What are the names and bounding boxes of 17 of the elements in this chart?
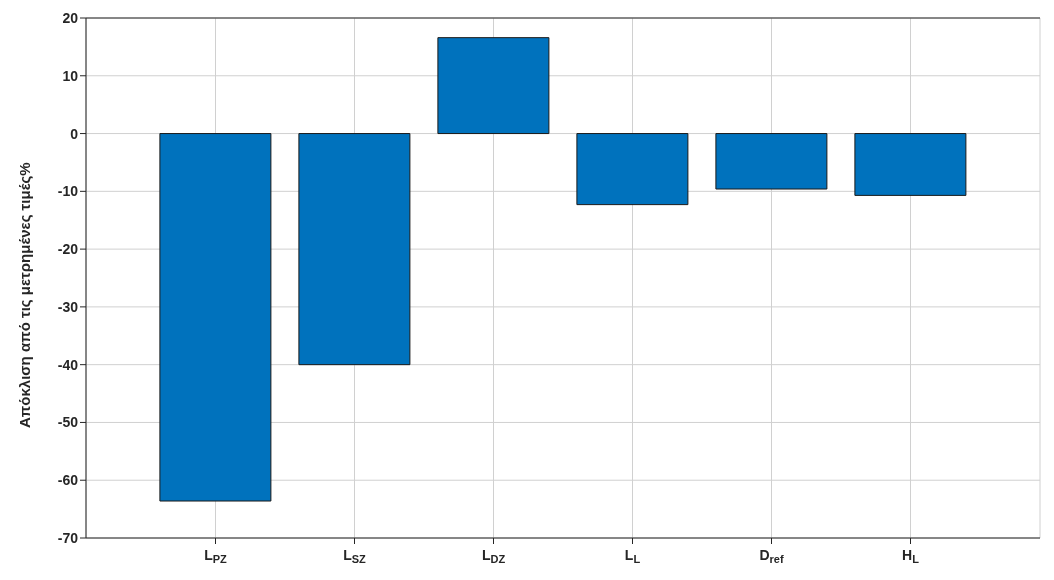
- y-tick-label: -70: [57, 529, 79, 546]
- x-tick-label: L$_{L}$: [624, 547, 641, 566]
- x-tick-label: L$_{PZ}$: [204, 547, 228, 566]
- y-axis-title: Απόκλιση από τις μετρημένες τιμές%: [16, 162, 34, 428]
- y-tick-label: -40: [57, 356, 79, 373]
- y-tick-label: 0: [70, 125, 79, 142]
- y-tick-label: -60: [57, 472, 79, 489]
- y-tick-label: -20: [57, 241, 79, 258]
- x-tick-label: L$_{DZ}$: [481, 547, 506, 566]
- x-tick-label: L$_{SZ}$: [343, 547, 367, 566]
- x-tick-label: H$_{L}$: [902, 547, 920, 566]
- y-tick-label: 10: [62, 67, 79, 84]
- y-tick-label: 20: [62, 9, 79, 26]
- y-tick-label: -30: [57, 298, 79, 315]
- x-tick-label: D$_{ref}$: [759, 547, 784, 566]
- y-tick-label: -50: [57, 414, 79, 431]
- y-tick-label: -10: [57, 183, 79, 200]
